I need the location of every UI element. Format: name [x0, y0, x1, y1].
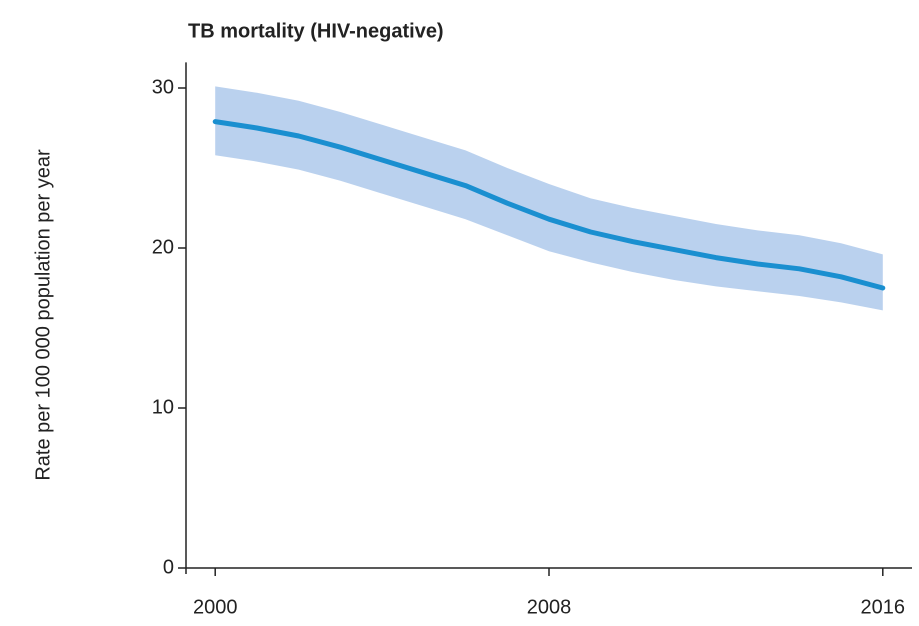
x-tick-label: 2008 — [527, 596, 572, 618]
x-tick-label: 2000 — [193, 596, 238, 618]
y-axis-label: Rate per 100 000 population per year — [32, 149, 54, 481]
y-tick-label: 20 — [152, 236, 174, 258]
chart-title: TB mortality (HIV-negative) — [188, 20, 444, 42]
x-tick-label: 2016 — [861, 596, 906, 618]
y-tick-label: 0 — [163, 556, 174, 578]
y-tick-label: 30 — [152, 76, 174, 98]
y-tick-label: 10 — [152, 396, 174, 418]
line — [212, 119, 886, 291]
uncertainty-band — [215, 86, 883, 311]
